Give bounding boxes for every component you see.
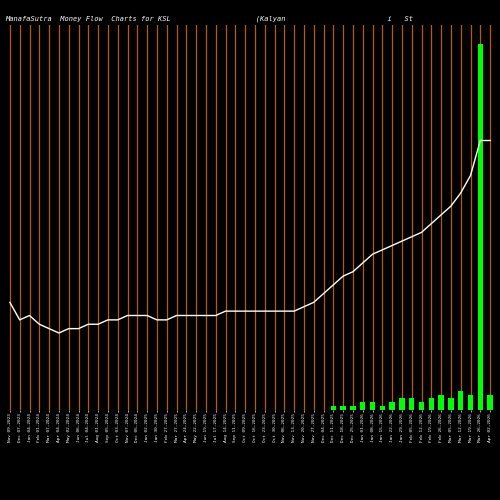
Bar xyxy=(448,398,454,410)
Bar xyxy=(390,402,395,410)
Bar xyxy=(321,410,326,414)
Bar xyxy=(458,391,464,410)
Bar xyxy=(76,410,81,414)
Bar xyxy=(125,410,130,414)
Bar xyxy=(56,410,62,414)
Bar xyxy=(194,410,199,414)
Bar xyxy=(380,406,385,410)
Bar xyxy=(419,402,424,410)
Bar xyxy=(262,410,268,414)
Bar xyxy=(17,410,22,414)
Bar xyxy=(46,410,52,414)
Bar xyxy=(223,410,228,414)
Bar xyxy=(203,410,208,414)
Bar xyxy=(184,410,189,414)
Bar xyxy=(330,406,336,410)
Bar xyxy=(96,410,101,414)
Bar xyxy=(350,406,356,410)
Bar xyxy=(438,394,444,410)
Bar xyxy=(399,398,404,410)
Bar xyxy=(478,44,483,410)
Bar xyxy=(154,410,160,414)
Bar xyxy=(311,410,316,414)
Bar xyxy=(105,410,110,414)
Bar xyxy=(292,410,297,414)
Bar xyxy=(301,410,306,414)
Bar xyxy=(409,398,414,410)
Bar xyxy=(282,410,287,414)
Text: ManafaSutra  Money Flow  Charts for KSL                    (Kalyan              : ManafaSutra Money Flow Charts for KSL (K… xyxy=(5,16,413,22)
Bar xyxy=(272,410,277,414)
Bar xyxy=(27,410,32,414)
Bar xyxy=(164,410,170,414)
Bar xyxy=(66,410,71,414)
Bar xyxy=(213,410,218,414)
Bar xyxy=(134,410,140,414)
Bar xyxy=(488,394,493,410)
Bar xyxy=(174,410,179,414)
Bar xyxy=(232,410,238,414)
Bar xyxy=(7,410,12,414)
Bar xyxy=(468,394,473,410)
Bar xyxy=(242,410,248,414)
Bar xyxy=(252,410,258,414)
Bar xyxy=(36,410,42,414)
Bar xyxy=(360,402,366,410)
Bar xyxy=(340,406,346,410)
Bar xyxy=(115,410,120,414)
Bar xyxy=(86,410,91,414)
Bar xyxy=(370,402,375,410)
Bar xyxy=(144,410,150,414)
Bar xyxy=(428,398,434,410)
